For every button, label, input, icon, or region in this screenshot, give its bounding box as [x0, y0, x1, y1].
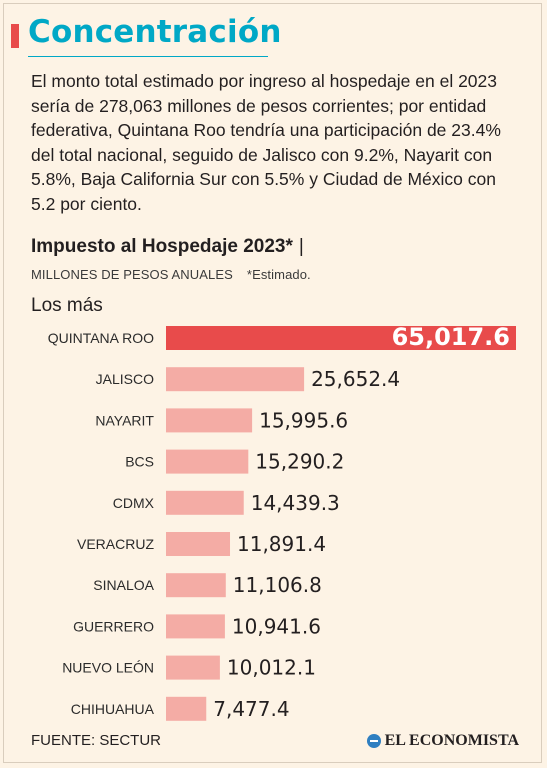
units-label: MILLONES DE PESOS ANUALES — [31, 267, 233, 282]
category-label: BCS — [125, 454, 154, 470]
bar — [166, 655, 220, 680]
category-label: JALISCO — [96, 371, 154, 387]
category-label: VERACRUZ — [77, 536, 154, 552]
page-title: Concentración — [28, 14, 282, 50]
brand-logo: EL ECONOMISTA — [366, 732, 519, 750]
source-label: FUENTE: SECTUR — [31, 732, 162, 749]
estimate-note: *Estimado. — [246, 267, 311, 282]
value-label: 11,106.8 — [233, 573, 322, 597]
bar — [166, 614, 225, 639]
value-label: 10,941.6 — [232, 614, 321, 638]
category-label: CDMX — [113, 495, 155, 511]
bar — [166, 449, 249, 474]
category-label: GUERRERO — [73, 618, 154, 634]
category-label: CHIHUAHUA — [71, 701, 155, 717]
value-label: 25,652.4 — [311, 367, 400, 391]
chart-subtitle: MILLONES DE PESOS ANUALES *Estimado. — [31, 267, 311, 282]
infographic-frame — [3, 3, 542, 763]
category-label: SINALOA — [93, 577, 154, 593]
title-underline — [28, 56, 268, 57]
chart-title-text: Impuesto al Hospedaje 2023* — [31, 236, 293, 257]
value-label: 65,017.6 — [392, 323, 510, 351]
bar — [166, 490, 244, 515]
bar — [166, 696, 207, 721]
intro-paragraph: El monto total estimado por ingreso al h… — [31, 71, 501, 214]
category-label: NUEVO LEÓN — [62, 660, 154, 676]
chart-title: Impuesto al Hospedaje 2023* | — [31, 236, 304, 258]
value-label: 15,290.2 — [255, 450, 344, 474]
brand-icon — [366, 734, 381, 748]
category-label: NAYARIT — [95, 412, 154, 428]
value-label: 7,477.4 — [213, 697, 289, 721]
value-label: 15,995.6 — [259, 408, 348, 432]
value-label: 11,891.4 — [237, 532, 326, 556]
bar — [166, 408, 253, 433]
bar — [166, 532, 231, 556]
brand-name: EL ECONOMISTA — [384, 732, 519, 749]
bar — [166, 326, 516, 350]
bar — [166, 573, 226, 598]
chart-title-separator: | — [298, 236, 304, 257]
category-label: QUINTANA ROO — [48, 330, 154, 346]
bar — [166, 367, 305, 392]
value-label: 10,012.1 — [227, 656, 316, 680]
value-label: 14,439.3 — [251, 491, 340, 515]
title-accent-bar — [11, 24, 19, 48]
section-label: Los más — [31, 295, 103, 316]
